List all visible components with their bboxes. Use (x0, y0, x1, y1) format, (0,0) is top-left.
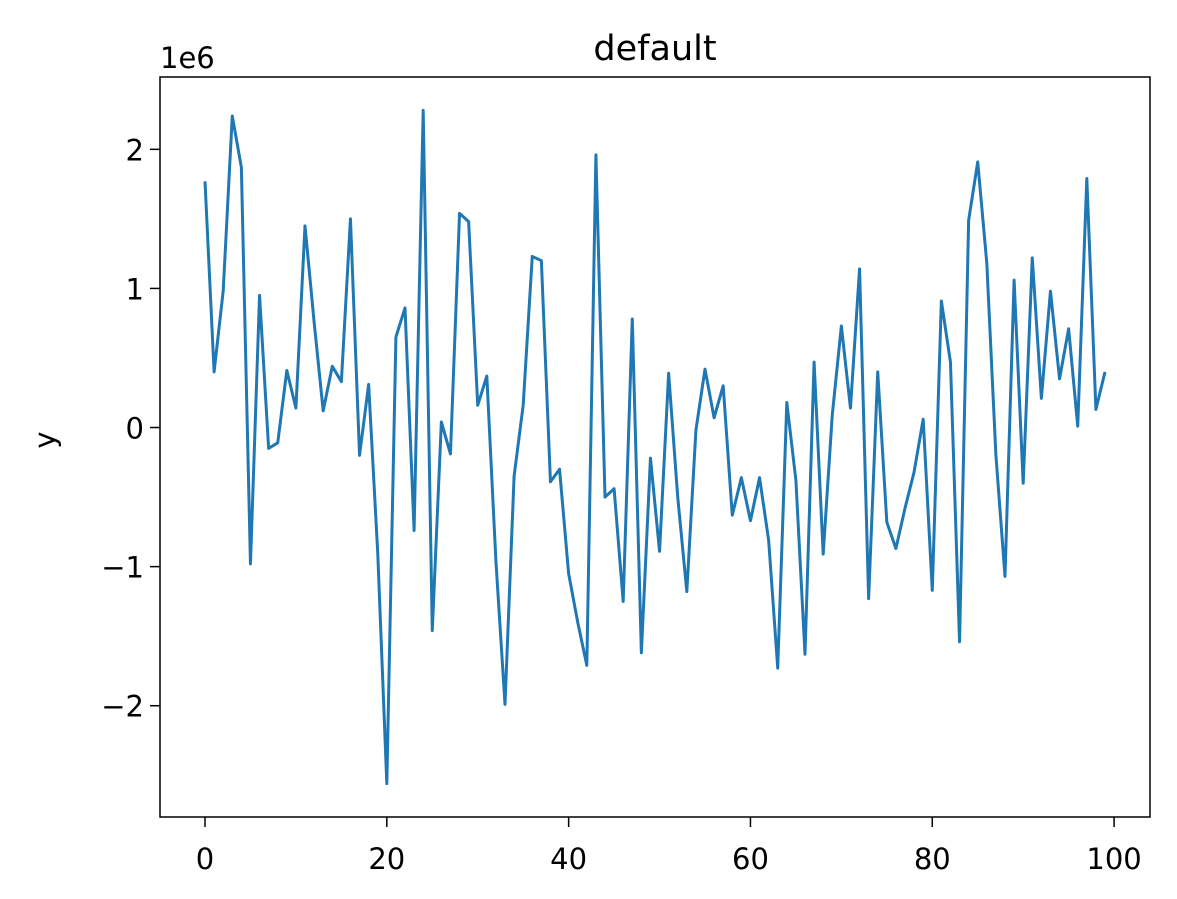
x-tick-label: 100 (1086, 842, 1141, 876)
data-line (203, 108, 1107, 786)
y-tick-label: 2 (126, 133, 144, 167)
y-tick-label: 0 (126, 412, 144, 446)
y-tick-label: −1 (101, 551, 144, 585)
x-tick-label: 0 (196, 842, 214, 876)
chart-title: default (593, 29, 716, 69)
y-axis-label: y (28, 431, 62, 448)
x-tick-label: 80 (914, 842, 951, 876)
plot-frame (159, 76, 1151, 818)
x-tick-label: 20 (368, 842, 405, 876)
y-tick-label: −2 (101, 690, 144, 724)
y-offset-text: 1e6 (160, 41, 215, 75)
x-tick-label: 40 (550, 842, 587, 876)
x-tick-label: 60 (732, 842, 769, 876)
y-tick-label: 1 (126, 272, 144, 306)
